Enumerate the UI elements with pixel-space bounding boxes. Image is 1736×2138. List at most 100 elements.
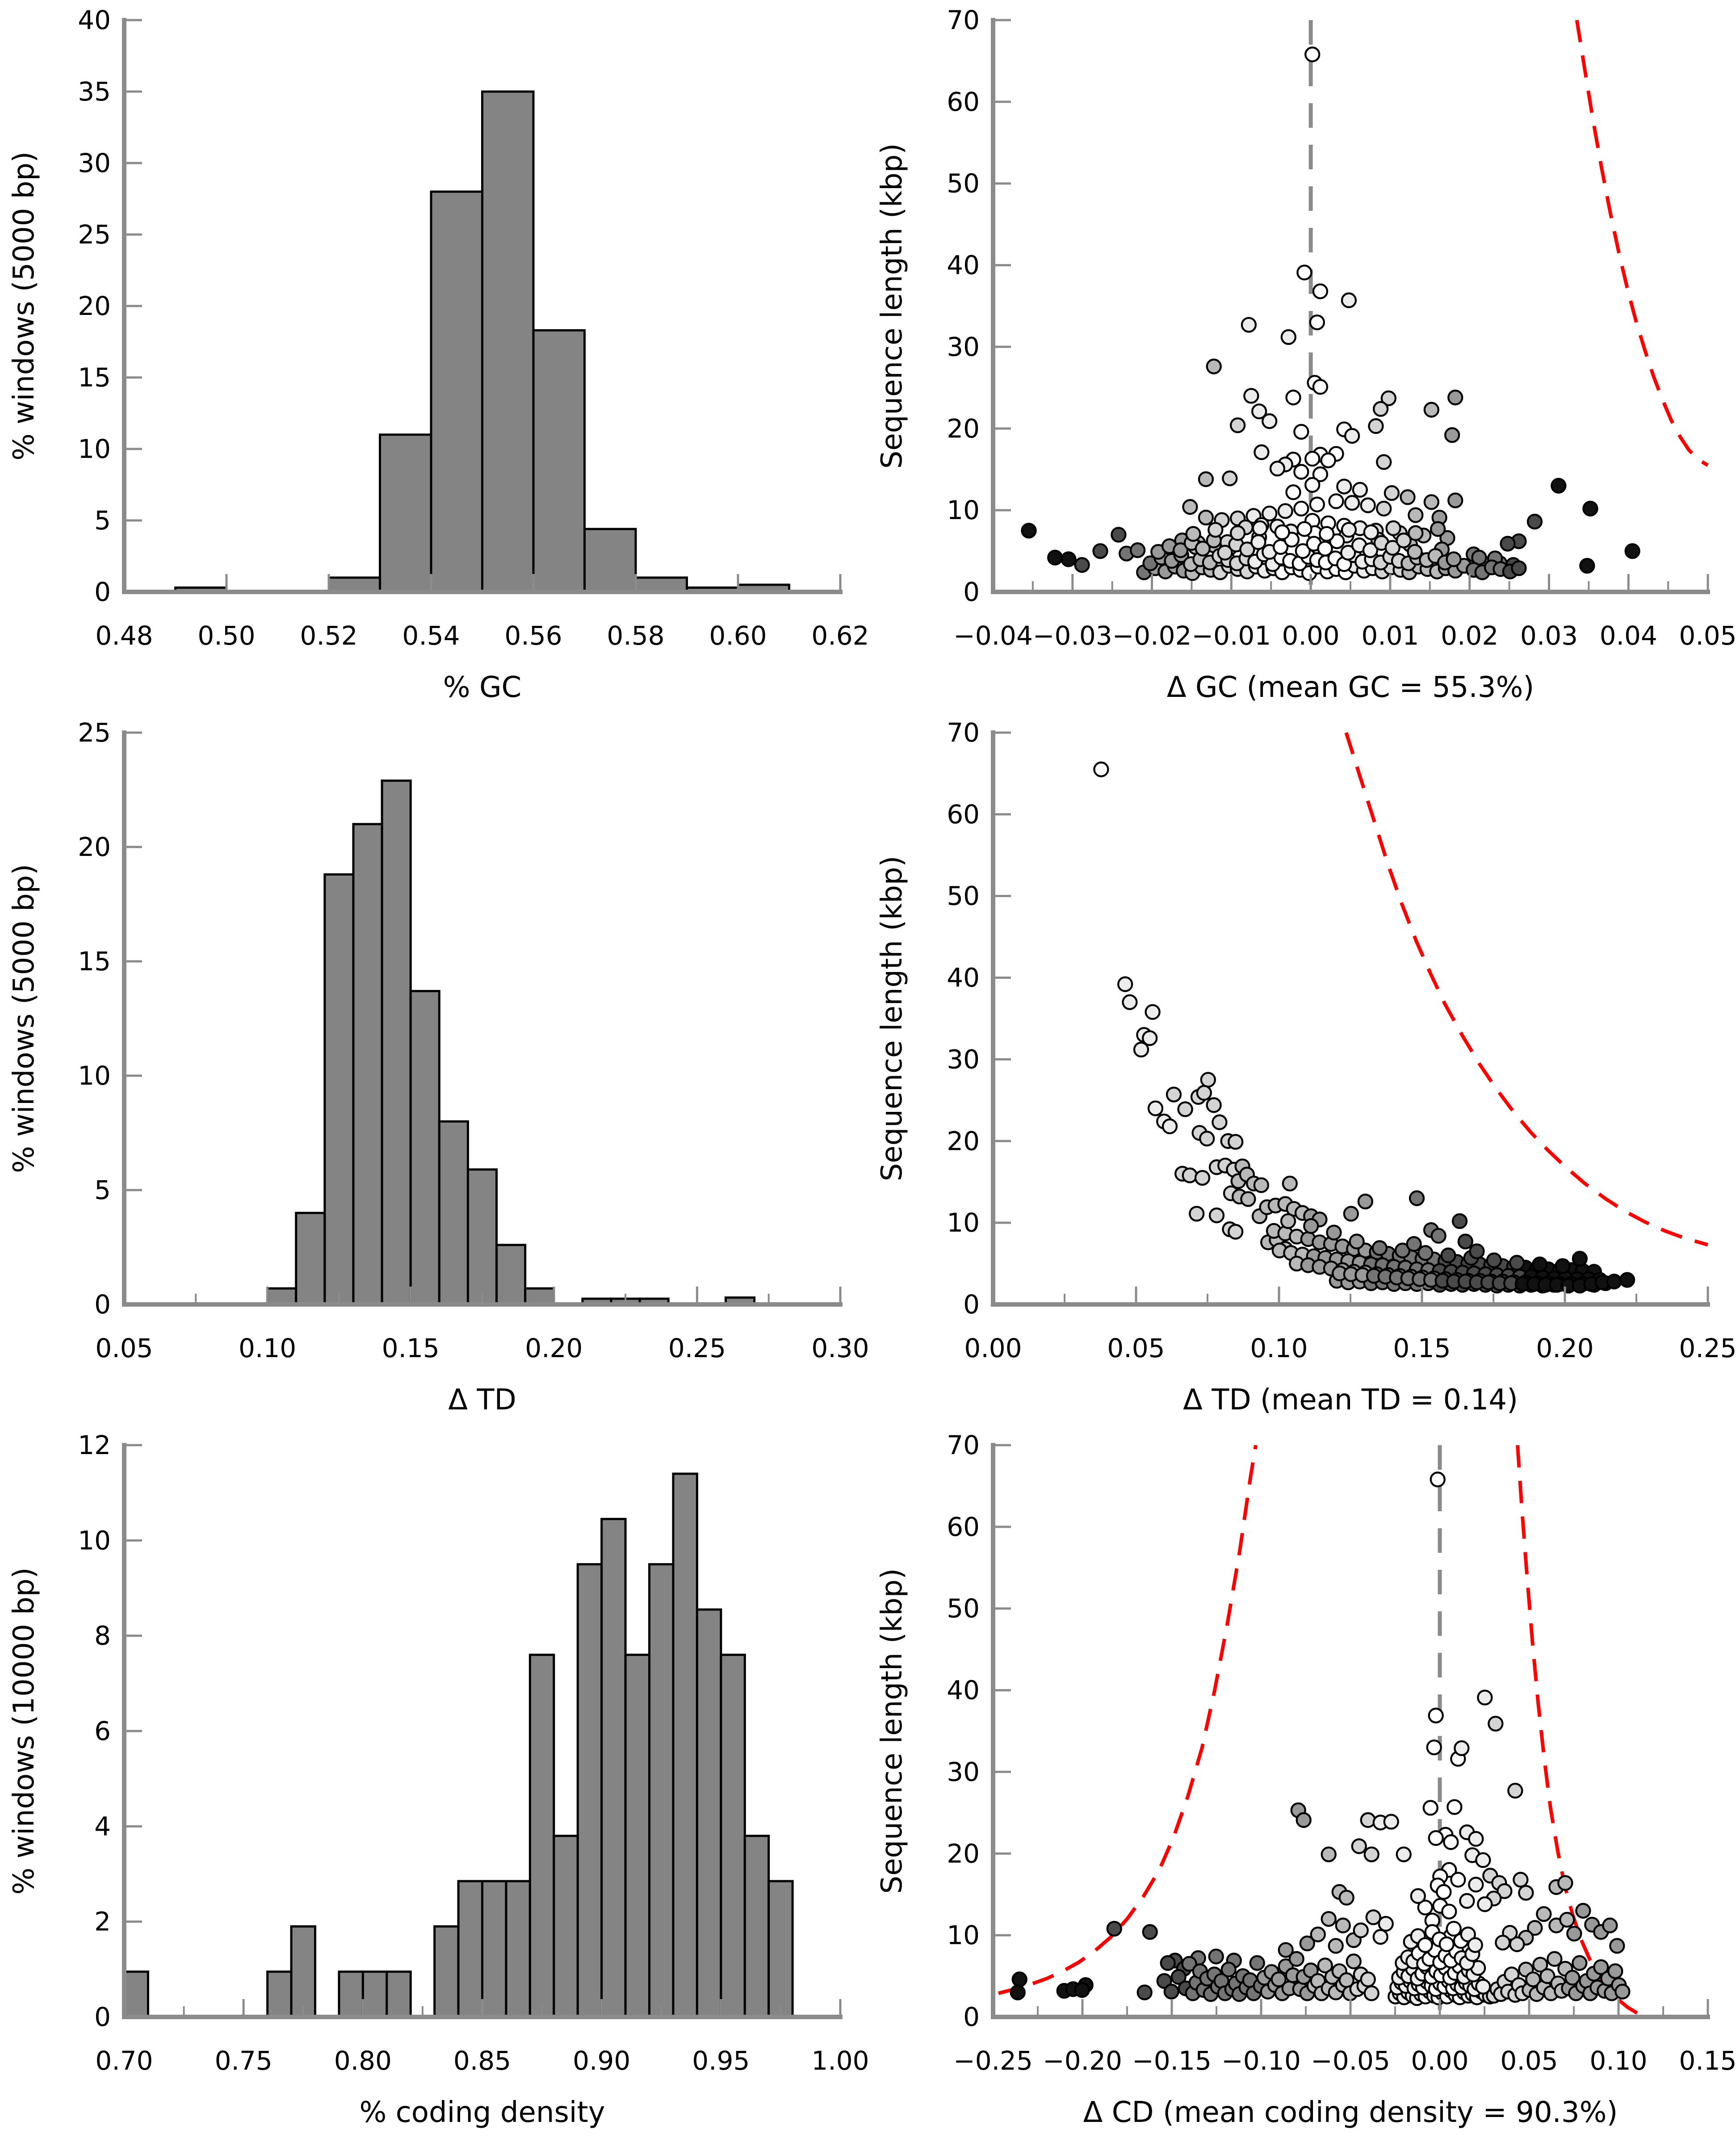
- svg-text:0.15: 0.15: [1393, 1333, 1451, 1363]
- svg-text:0.10: 0.10: [239, 1333, 296, 1363]
- panel-hist-td: 0.05 0.10 0.15 0.20 0.25 0.30 0 5 10 15 20 25 Δ TD % …: [0, 713, 868, 1425]
- svg-text:0.60: 0.60: [709, 620, 767, 651]
- svg-text:0.70: 0.70: [95, 2046, 153, 2076]
- svg-text:Δ GC (mean GC = 55.3%): Δ GC (mean GC = 55.3%): [1167, 671, 1534, 704]
- svg-text:6: 6: [94, 1716, 111, 1746]
- svg-text:40: 40: [947, 963, 980, 993]
- panel-scatter-gc: −0.04 −0.03 −0.02 −0.01 0.00 0.01 0.02 0.03 0.04…: [868, 0, 1736, 713]
- svg-text:40: 40: [947, 1675, 980, 1706]
- svg-text:0.15: 0.15: [1679, 2046, 1736, 2076]
- svg-text:0.48: 0.48: [95, 620, 153, 651]
- svg-text:0.20: 0.20: [1536, 1333, 1593, 1363]
- svg-text:0.03: 0.03: [1520, 620, 1578, 651]
- svg-text:60: 60: [947, 799, 980, 830]
- svg-text:0.02: 0.02: [1441, 620, 1498, 651]
- svg-text:10: 10: [78, 1061, 111, 1091]
- svg-text:20: 20: [947, 1838, 980, 1869]
- svg-text:0: 0: [963, 2002, 980, 2032]
- svg-text:10: 10: [78, 434, 111, 464]
- svg-text:0.25: 0.25: [668, 1333, 726, 1363]
- svg-text:70: 70: [947, 5, 980, 35]
- panel-hist-gc: 0.48 0.50 0.52 0.54 0.56 0.58 0.60 0.62 0 5 10 15 20…: [0, 0, 868, 713]
- svg-text:0.00: 0.00: [1282, 620, 1340, 651]
- svg-text:−0.25: −0.25: [953, 2046, 1033, 2076]
- svg-text:20: 20: [947, 1126, 980, 1156]
- svg-text:% coding density: % coding density: [359, 2096, 605, 2129]
- svg-text:0.62: 0.62: [811, 620, 868, 651]
- svg-text:0.80: 0.80: [334, 2046, 392, 2076]
- svg-text:0.25: 0.25: [1679, 1333, 1736, 1363]
- svg-text:0.10: 0.10: [1589, 2046, 1647, 2076]
- panel-scatter-cd: −0.25 −0.20 −0.15 −0.10 −0.05 0.00 0.05 0.10 0.1…: [868, 1425, 1736, 2138]
- svg-text:30: 30: [78, 148, 111, 178]
- svg-text:0.54: 0.54: [402, 620, 460, 651]
- svg-text:0.05: 0.05: [1679, 620, 1736, 651]
- svg-text:15: 15: [78, 362, 111, 393]
- svg-text:2: 2: [94, 1907, 111, 1937]
- svg-text:35: 35: [78, 76, 111, 107]
- panel-hist-cd: 0.70 0.75 0.80 0.85 0.90 0.95 1.00 0 2 4 6 8 10 12 % c…: [0, 1425, 868, 2138]
- svg-text:0: 0: [94, 1289, 111, 1320]
- svg-text:0.00: 0.00: [1411, 2046, 1468, 2076]
- svg-text:0.01: 0.01: [1361, 620, 1419, 651]
- svg-text:60: 60: [947, 1512, 980, 1542]
- svg-text:20: 20: [78, 832, 111, 862]
- svg-text:−0.02: −0.02: [1112, 620, 1192, 651]
- svg-text:0: 0: [963, 577, 980, 607]
- svg-text:0: 0: [94, 2002, 111, 2032]
- svg-text:−0.01: −0.01: [1191, 620, 1271, 651]
- svg-text:−0.03: −0.03: [1033, 620, 1112, 651]
- svg-text:% windows (5000 bp): % windows (5000 bp): [8, 151, 41, 461]
- svg-text:10: 10: [947, 495, 980, 525]
- svg-text:50: 50: [947, 1593, 980, 1624]
- svg-text:0.20: 0.20: [525, 1333, 583, 1363]
- svg-text:% windows (5000 bp): % windows (5000 bp): [8, 864, 41, 1173]
- svg-text:8: 8: [94, 1621, 111, 1651]
- svg-text:Δ CD (mean coding density = 90: Δ CD (mean coding density = 90.3%): [1083, 2096, 1618, 2129]
- svg-text:0.56: 0.56: [504, 620, 562, 651]
- svg-text:Sequence length (kbp): Sequence length (kbp): [876, 143, 909, 469]
- svg-text:Sequence length (kbp): Sequence length (kbp): [876, 856, 909, 1182]
- svg-text:−0.15: −0.15: [1132, 2046, 1212, 2076]
- hist-cd-chart: 0.70 0.75 0.80 0.85 0.90 0.95 1.00 0 2 4 6 8 10 12 % c…: [8, 1430, 868, 2129]
- scatter-td-chart: 0.00 0.05 0.10 0.15 0.20 0.25 0 10 20 30 40 50 60 70 Δ…: [876, 717, 1736, 1417]
- svg-text:15: 15: [78, 946, 111, 977]
- svg-text:10: 10: [947, 1207, 980, 1238]
- svg-text:4: 4: [94, 1811, 111, 1841]
- svg-text:25: 25: [78, 219, 111, 250]
- svg-text:0.00: 0.00: [964, 1333, 1022, 1363]
- svg-text:0: 0: [963, 1289, 980, 1320]
- svg-text:0: 0: [94, 577, 111, 607]
- svg-text:0.50: 0.50: [197, 620, 255, 651]
- svg-text:Sequence length (kbp): Sequence length (kbp): [876, 1568, 909, 1894]
- svg-text:5: 5: [94, 1175, 111, 1205]
- svg-text:20: 20: [947, 413, 980, 444]
- svg-text:0.75: 0.75: [215, 2046, 273, 2076]
- svg-text:10: 10: [78, 1525, 111, 1555]
- svg-text:−0.20: −0.20: [1043, 2046, 1122, 2076]
- svg-text:50: 50: [947, 881, 980, 911]
- svg-text:% GC: % GC: [443, 671, 521, 704]
- svg-text:0.10: 0.10: [1250, 1333, 1308, 1363]
- svg-text:50: 50: [947, 168, 980, 199]
- svg-text:0.05: 0.05: [1500, 2046, 1558, 2076]
- svg-text:0.05: 0.05: [1107, 1333, 1165, 1363]
- svg-text:0.52: 0.52: [300, 620, 357, 651]
- svg-text:% windows (10000 bp): % windows (10000 bp): [8, 1568, 41, 1895]
- svg-text:0.90: 0.90: [573, 2046, 630, 2076]
- svg-text:30: 30: [947, 1757, 980, 1787]
- svg-text:25: 25: [78, 717, 111, 748]
- svg-text:0.05: 0.05: [95, 1333, 153, 1363]
- svg-text:10: 10: [947, 1920, 980, 1950]
- svg-text:12: 12: [78, 1430, 111, 1460]
- svg-text:0.04: 0.04: [1600, 620, 1657, 651]
- svg-text:−0.04: −0.04: [953, 620, 1033, 651]
- svg-text:Δ TD (mean TD = 0.14): Δ TD (mean TD = 0.14): [1183, 1383, 1518, 1417]
- svg-text:70: 70: [947, 717, 980, 748]
- svg-text:0.85: 0.85: [453, 2046, 511, 2076]
- svg-text:0.15: 0.15: [382, 1333, 440, 1363]
- svg-text:40: 40: [947, 250, 980, 281]
- svg-text:0.58: 0.58: [607, 620, 664, 651]
- svg-text:60: 60: [947, 87, 980, 117]
